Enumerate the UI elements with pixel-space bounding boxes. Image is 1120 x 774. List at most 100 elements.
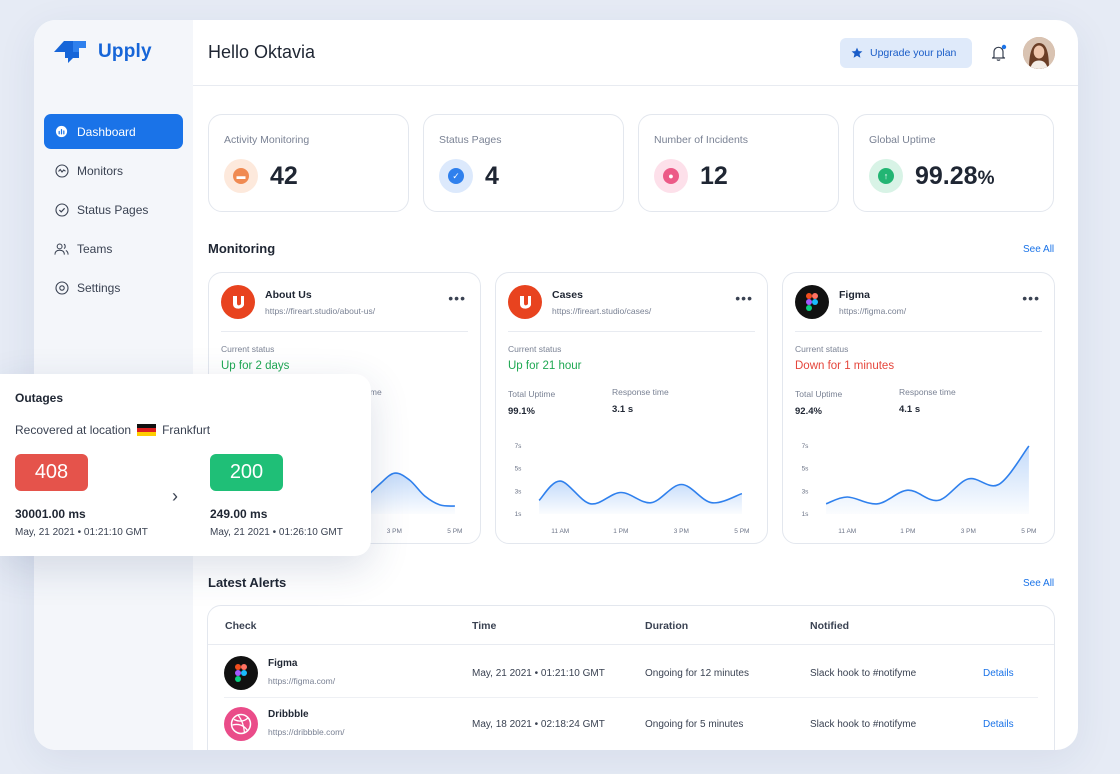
stat-value: 4: [485, 162, 499, 190]
total-uptime-value: 92.4%: [795, 406, 822, 417]
outages-title: Outages: [15, 391, 64, 405]
series-line: [538, 480, 743, 505]
alert-check-url[interactable]: https://figma.com/: [268, 676, 336, 686]
response-time-label: Response time: [899, 387, 956, 397]
sidebar-item-label: Teams: [77, 241, 113, 256]
monitor-url[interactable]: https://fireart.studio/cases/: [552, 306, 652, 316]
users-icon: [54, 241, 69, 256]
alerts-see-all-link[interactable]: See All: [1023, 578, 1055, 589]
y-tick-label: 1s: [515, 511, 523, 518]
stat-label: Global Uptime: [869, 134, 936, 146]
sidebar-item-status-pages[interactable]: Status Pages: [44, 192, 183, 227]
alert-notified: Slack hook to #notifyme: [810, 668, 917, 679]
chevron-right-icon: ›: [172, 486, 178, 506]
app-name: Upply: [98, 41, 152, 62]
sidebar-nav: Dashboard Monitors Status Pages Teams: [44, 114, 183, 309]
more-options-icon[interactable]: •••: [1022, 290, 1040, 306]
column-header-duration: Duration: [645, 620, 689, 632]
upply-logo-icon: [54, 41, 86, 63]
alert-check-name: Figma: [268, 658, 298, 669]
app-logo[interactable]: Upply: [52, 39, 152, 65]
notification-bell-icon[interactable]: [989, 43, 1009, 63]
sidebar-item-monitors[interactable]: Monitors: [44, 153, 183, 188]
uptime-arrow-icon: ↑: [869, 159, 903, 193]
monitor-name: Figma: [839, 289, 870, 301]
series-line: [825, 445, 1030, 505]
stat-label: Number of Incidents: [654, 134, 748, 146]
stat-value: 99.28%: [915, 162, 995, 190]
table-row[interactable]: Figma https://figma.com/ May, 21 2021 • …: [208, 646, 1054, 698]
settings-icon: [54, 280, 69, 295]
column-header-time: Time: [472, 620, 497, 632]
dribbble-logo-icon: [224, 707, 258, 741]
x-tick-label: 5 PM: [1021, 528, 1036, 535]
status-code-from-badge: 408: [15, 454, 88, 491]
outage-date-to: May, 21 2021 • 01:26:10 GMT: [210, 527, 343, 538]
stat-value: 12: [700, 162, 728, 190]
stat-card-global-uptime[interactable]: Global Uptime ↑ 99.28%: [853, 114, 1054, 212]
figma-logo-icon: [795, 285, 829, 319]
sidebar-item-teams[interactable]: Teams: [44, 231, 183, 266]
fireart-logo-icon: [221, 285, 255, 319]
activity-icon: ▬: [224, 159, 258, 193]
x-tick-label: 1 PM: [900, 528, 915, 535]
divider: [208, 644, 1054, 645]
y-tick-label: 3s: [802, 488, 810, 495]
outage-date-from: May, 21 2021 • 01:21:10 GMT: [15, 527, 148, 538]
app-window: Upply Dashboard Monitors Status Pages: [34, 20, 1078, 750]
alert-time: May, 21 2021 • 01:21:10 GMT: [472, 668, 605, 679]
sidebar-item-label: Status Pages: [77, 202, 149, 217]
column-header-check: Check: [225, 620, 257, 632]
stat-label: Activity Monitoring: [224, 134, 310, 146]
more-options-icon[interactable]: •••: [735, 290, 753, 306]
dashboard-icon: [54, 124, 69, 139]
response-ms-to: 249.00 ms: [210, 507, 268, 521]
check-circle-icon: [54, 202, 69, 217]
sidebar-item-dashboard[interactable]: Dashboard: [44, 114, 183, 149]
location-text: Recovered at location: [15, 423, 132, 437]
series-area: [826, 446, 1029, 514]
monitor-url[interactable]: https://figma.com/: [839, 306, 907, 316]
stat-value: 42: [270, 162, 298, 190]
table-row[interactable]: Dribbble https://dribbble.com/ May, 18 2…: [208, 697, 1054, 749]
details-link[interactable]: Details: [983, 668, 1014, 679]
monitor-status: Up for 21 hour: [508, 360, 582, 372]
alert-check-url[interactable]: https://dribbble.com/: [268, 727, 345, 737]
stat-card-status-pages[interactable]: Status Pages ✓ 4: [423, 114, 624, 212]
alert-check-name: Dribbble: [268, 709, 309, 720]
stat-card-activity-monitoring[interactable]: Activity Monitoring ▬ 42: [208, 114, 409, 212]
monitor-card-cases[interactable]: Cases https://fireart.studio/cases/ ••• …: [495, 272, 768, 544]
figma-logo-icon: [224, 656, 258, 690]
y-tick-label: 1s: [802, 511, 810, 518]
star-icon: [851, 47, 863, 58]
main-content: Hello Oktavia Upgrade your plan Activity…: [193, 20, 1078, 750]
y-tick-label: 7s: [515, 443, 523, 450]
stat-card-incidents[interactable]: Number of Incidents ● 12: [638, 114, 839, 212]
outages-card[interactable]: Outages Recovered at location Frankfurt …: [0, 374, 371, 556]
current-status-label: Current status: [508, 344, 562, 354]
location-name: Frankfurt: [162, 423, 211, 437]
sidebar-item-settings[interactable]: Settings: [44, 270, 183, 305]
monitor-card-figma[interactable]: Figma https://figma.com/ ••• Current sta…: [782, 272, 1055, 544]
more-options-icon[interactable]: •••: [448, 290, 466, 306]
y-tick-label: 5s: [515, 466, 523, 473]
monitor-status: Up for 2 days: [221, 360, 290, 372]
upgrade-plan-button[interactable]: Upgrade your plan: [840, 38, 972, 68]
series-area: [364, 473, 455, 514]
avatar[interactable]: [1023, 37, 1055, 69]
alerts-table: Check Time Duration Notified Figma https…: [207, 605, 1055, 750]
y-tick-label: 7s: [802, 443, 810, 450]
top-bar: Hello Oktavia Upgrade your plan: [193, 20, 1078, 86]
sidebar-item-label: Dashboard: [77, 124, 136, 139]
response-time-chart: 1s 3s 5s 7s 11 AM 1 PM 3 PM 5 PM: [802, 443, 1037, 535]
response-ms-from: 30001.00 ms: [15, 507, 86, 521]
response-time-value: 4.1 s: [899, 404, 921, 415]
monitoring-see-all-link[interactable]: See All: [1023, 244, 1055, 255]
monitor-icon: [54, 163, 69, 178]
details-link[interactable]: Details: [983, 719, 1014, 730]
x-tick-label: 5 PM: [734, 528, 749, 535]
monitor-name: About Us: [265, 289, 312, 301]
total-uptime-label: Total Uptime: [795, 389, 843, 399]
current-status-label: Current status: [795, 344, 849, 354]
monitor-url[interactable]: https://fireart.studio/about-us/: [265, 306, 376, 316]
